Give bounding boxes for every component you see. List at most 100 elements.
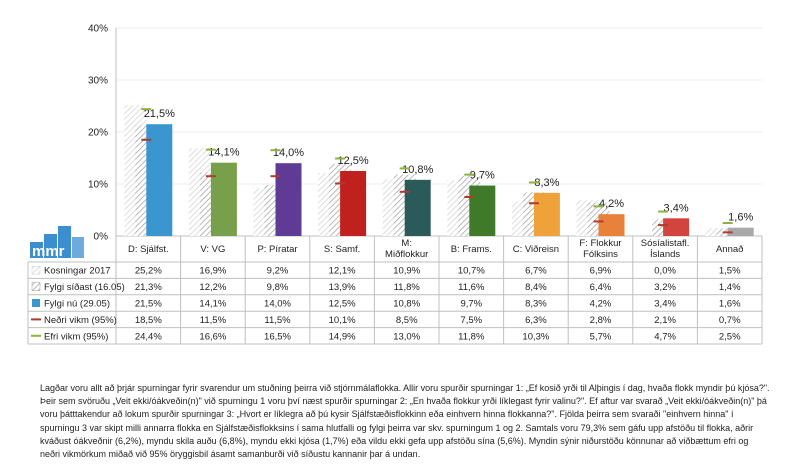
category-label: F: Flokkur <box>579 238 621 249</box>
table-cell: 1,4% <box>719 282 741 293</box>
table-cell: 12,5% <box>329 299 356 310</box>
legend-key-fylgi-nu <box>32 299 40 307</box>
bar-data-label: 9,7% <box>470 170 495 182</box>
table-cell: 4,2% <box>590 299 612 310</box>
legend-label: Fylgi síðast (16.05) <box>44 282 125 293</box>
table-cell: 1,6% <box>719 299 741 310</box>
table-cell: 6,7% <box>525 266 547 277</box>
y-tick-label: 20% <box>88 128 108 139</box>
category-label: Íslands <box>650 249 680 260</box>
bar-fylgi-nu <box>146 124 173 236</box>
table-cell: 11,5% <box>264 315 291 326</box>
category-label: Sósíalistafl. <box>641 238 690 249</box>
table-cell: 25,2% <box>135 266 162 277</box>
table-cell: 18,5% <box>135 315 162 326</box>
methodology-note: Lagðar voru allt að þrjár spurningar fyr… <box>40 383 770 460</box>
bar-chart: 0% 10% 20% 30% 40% 21,5% 14,1% 14,0% 12,5% 10,8%… <box>27 24 763 345</box>
table-cell: 9,8% <box>267 282 289 293</box>
bar-data-label: 3,4% <box>664 202 689 214</box>
table-cell: 10,3% <box>522 331 549 342</box>
category-label: C: Viðreisn <box>513 244 559 255</box>
table-cell: 14,9% <box>329 331 356 342</box>
table-cell: 2,8% <box>590 315 612 326</box>
data-table: D: Sjálfst. V: VG P: Píratar S: Samf. M:Miðf… <box>27 236 763 345</box>
category-label: M: <box>401 238 412 249</box>
legend-key-kosningar-2017 <box>31 265 41 275</box>
table-cell: 2,5% <box>719 331 741 342</box>
category-label: P: Píratar <box>257 244 297 255</box>
table-cell: 10,9% <box>393 266 420 277</box>
legend-label: Efri vikm (95%) <box>44 331 108 342</box>
logo-text: mmr <box>32 243 65 260</box>
legend-label: Kosningar 2017 <box>44 266 111 277</box>
table-cell: 13,9% <box>329 282 356 293</box>
table-cell: 0,7% <box>719 315 741 326</box>
table-cell: 16,5% <box>264 331 291 342</box>
bar-data-label: 14,1% <box>208 147 239 159</box>
y-tick-label: 10% <box>88 180 108 191</box>
table-cell: 5,7% <box>590 331 612 342</box>
table-cell: 4,7% <box>654 331 676 342</box>
table-cell: 11,8% <box>458 331 485 342</box>
table-cell: 9,7% <box>460 299 482 310</box>
category-label: B: Frams. <box>451 244 492 255</box>
category-label: Fólksins <box>583 249 618 260</box>
bar-fylgi-nu <box>404 179 431 236</box>
y-tick-label: 30% <box>88 76 108 87</box>
table-cell: 7,5% <box>460 315 482 326</box>
table-cell: 3,4% <box>654 299 676 310</box>
y-axis: 0% 10% 20% 30% 40% <box>88 24 117 243</box>
table-cell: 11,6% <box>458 282 485 293</box>
bars: 21,5% 14,1% 14,0% 12,5% 10,8% 9,7% 8,3% 4,2% 3,4… <box>124 104 754 237</box>
table-cell: 12,1% <box>329 266 356 277</box>
bar-data-label: 10,8% <box>402 164 433 176</box>
table-cell: 0,0% <box>654 266 676 277</box>
category-label: Miðflokkur <box>385 249 428 260</box>
table-cell: 14,1% <box>199 299 226 310</box>
table-cell: 9,2% <box>267 266 289 277</box>
table-cell: 10,7% <box>458 266 485 277</box>
table-cell: 6,4% <box>590 282 612 293</box>
table-cell: 1,5% <box>719 266 741 277</box>
table-cell: 13,0% <box>393 331 420 342</box>
legend-label: Neðri vikm (95%) <box>44 315 117 326</box>
bar-fylgi-nu <box>598 214 625 236</box>
table-cell: 16,6% <box>199 331 226 342</box>
bar-data-label: 1,6% <box>728 212 753 224</box>
y-tick-label: 40% <box>88 24 108 35</box>
table-cell: 10,8% <box>393 299 420 310</box>
table-cell: 3,2% <box>654 282 676 293</box>
table-cell: 6,9% <box>590 266 612 277</box>
table-cell: 12,2% <box>199 282 226 293</box>
table-cell: 2,1% <box>654 315 676 326</box>
bar-fylgi-nu <box>275 163 302 236</box>
bar-data-label: 14,0% <box>273 147 304 159</box>
bar-fylgi-nu <box>210 162 237 236</box>
bar-data-label: 21,5% <box>144 108 175 120</box>
bar-fylgi-nu <box>340 171 367 236</box>
legend-label: Fylgi nú (29.05) <box>44 299 110 310</box>
bar-fylgi-nu <box>469 185 496 236</box>
table-cell: 24,4% <box>135 331 162 342</box>
table-cell: 14,0% <box>264 299 291 310</box>
table-cell: 16,9% <box>199 266 226 277</box>
category-label: Annað <box>716 244 743 255</box>
table-cell: 10,1% <box>329 315 356 326</box>
bar-data-label: 8,3% <box>534 177 559 189</box>
bar-data-label: 12,5% <box>337 155 368 167</box>
y-tick-label: 0% <box>94 232 109 243</box>
mmr-logo: mmr <box>30 226 84 260</box>
bar-fylgi-nu <box>663 218 690 236</box>
category-label: S: Samf. <box>324 244 360 255</box>
table-cell: 8,3% <box>525 299 547 310</box>
table-cell: 11,5% <box>200 315 227 326</box>
category-label: D: Sjálfst. <box>128 244 169 255</box>
bar-data-label: 4,2% <box>599 198 624 210</box>
table-cell: 11,8% <box>394 282 421 293</box>
table-cell: 8,4% <box>525 282 547 293</box>
table-cell: 6,3% <box>525 315 547 326</box>
bar-fylgi-nu <box>727 227 754 236</box>
legend-key-fylgi-sidast <box>31 282 41 291</box>
table-cell: 21,3% <box>135 282 162 293</box>
table-cell: 21,5% <box>135 299 162 310</box>
